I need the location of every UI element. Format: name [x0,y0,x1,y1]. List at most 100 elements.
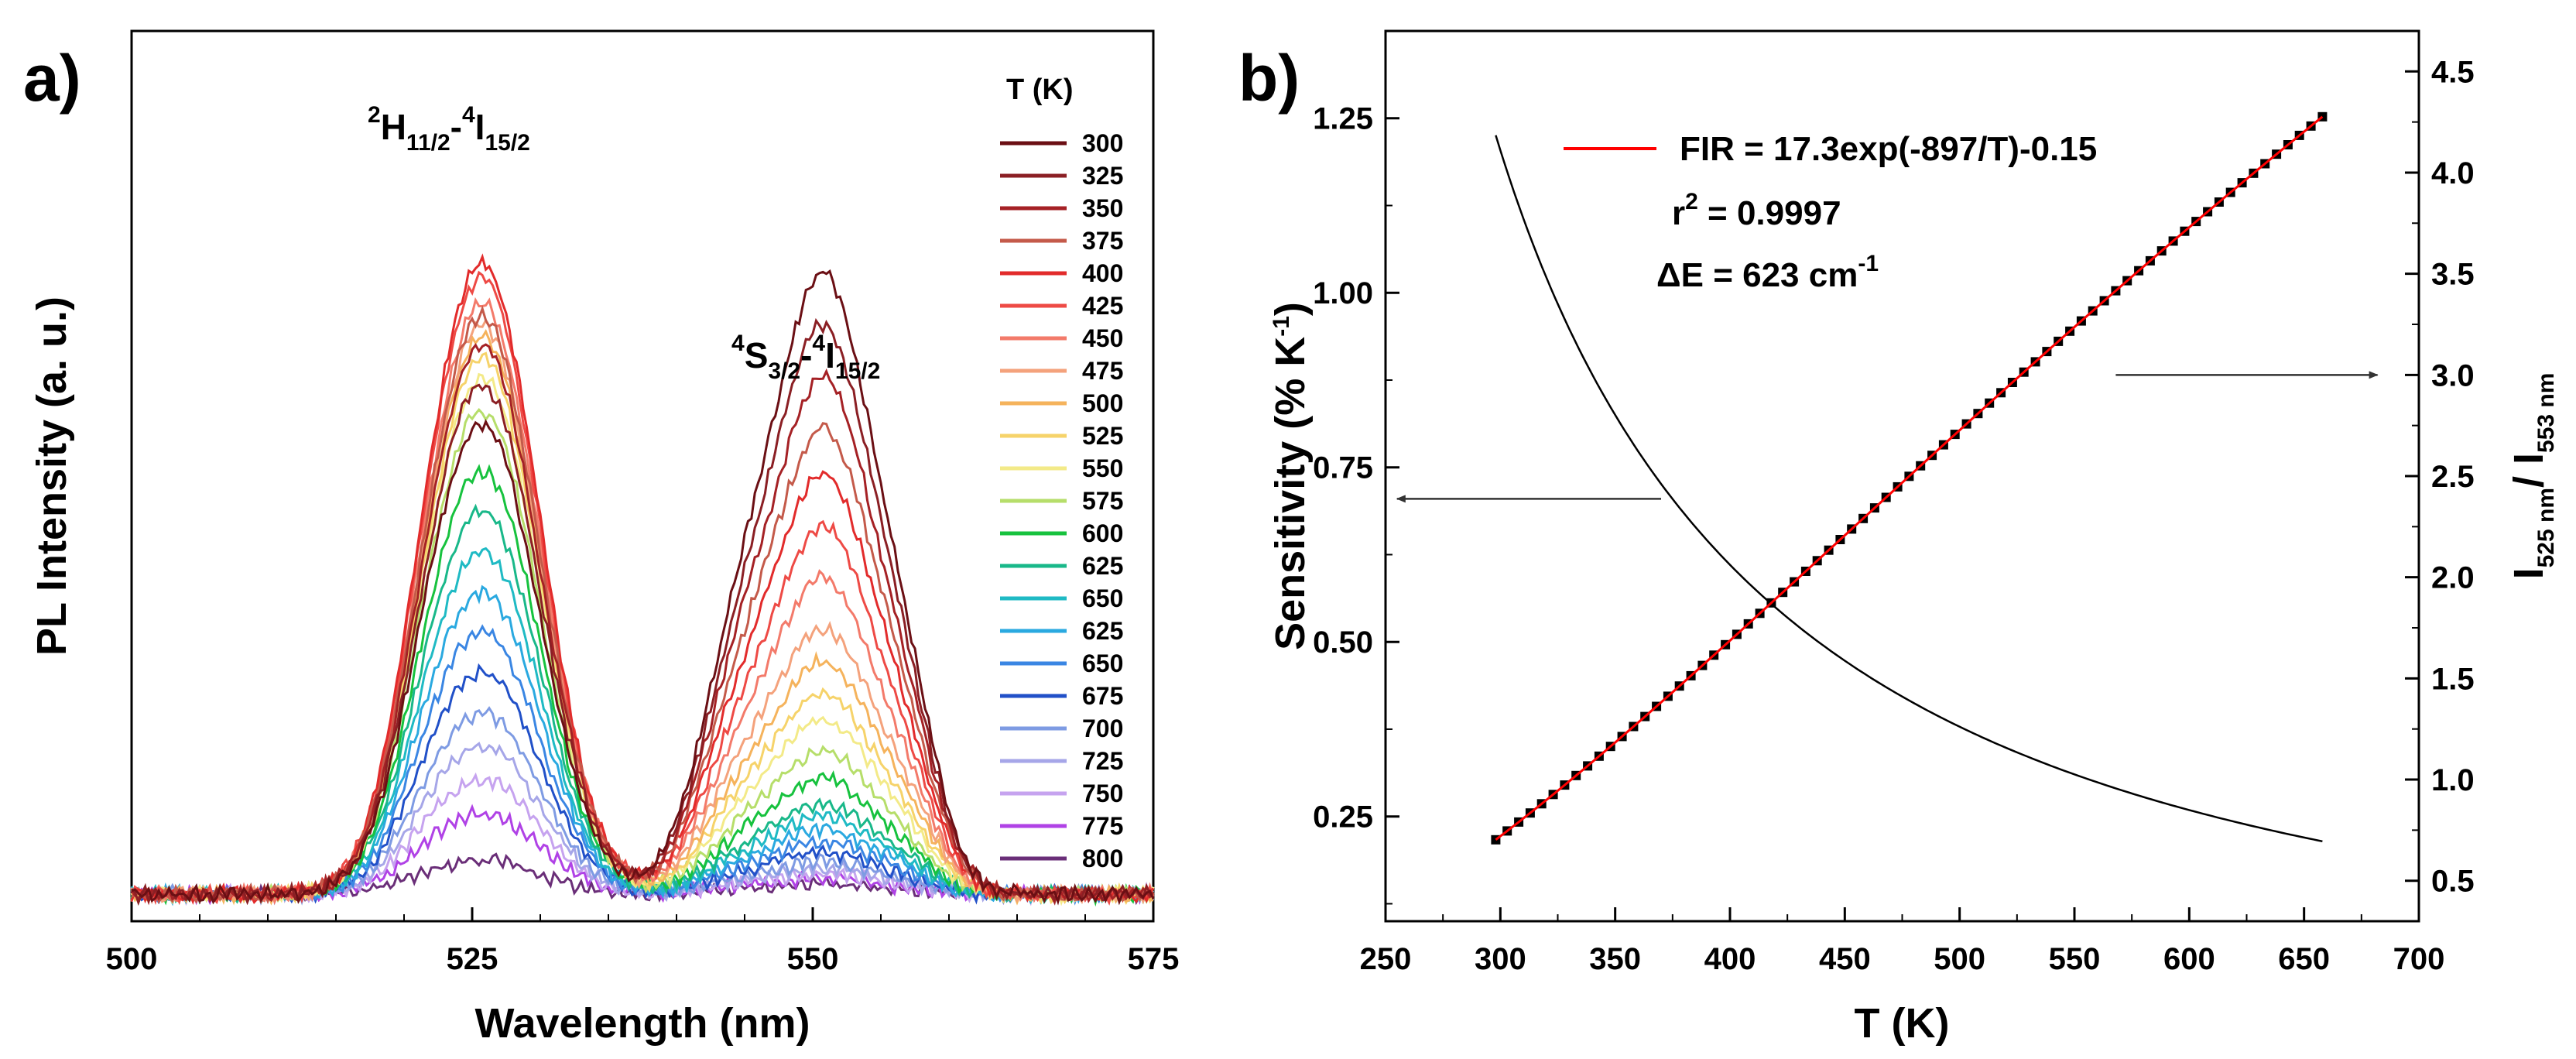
panel-b-y-axis-title: Sensitivity (% K-1) [1267,302,1314,650]
panel-b-y-axis-title-main: Sensitivity (% K [1267,337,1314,650]
panel-b-x-tick-label: 250 [1360,942,1412,976]
spectrum-300K [131,269,1155,906]
r-squared-sup: 2 [1685,189,1698,214]
panel-b-y-tick-label: 0.50 [1313,625,1373,660]
spectrum-675K [130,663,1154,905]
panel-a-frame [130,29,1155,923]
fir-data-markers [1491,111,2328,845]
annotation-s32-dash: - [800,335,812,375]
panel-b-x-tick-label: 550 [2049,942,2101,976]
panel-a-x-tick-label: 500 [106,942,158,976]
r-squared-base: r [1672,194,1685,232]
delta-e-annotation: ΔE = 623 cm-1 [1656,251,1879,294]
legend-entry-label: 600 [1082,519,1123,547]
annotation-h11-sup2: 4 [462,102,475,128]
panel-b-y2-tick-label: 4.5 [2431,55,2475,89]
panel-b-x-ticks: 250 300 350 400 450 500 550 600 650 700 [1360,907,2445,976]
spectrum-500K [130,328,1154,906]
legend-entry-label: 450 [1082,324,1123,352]
panel-b-y2-tick-label: 1.0 [2431,763,2475,797]
legend-entry-label: 475 [1082,357,1123,385]
legend-entry-label: 650 [1082,584,1123,612]
legend-entry-label: 525 [1082,422,1123,450]
panel-b-y2-tick-label: 2.0 [2431,561,2475,595]
panel-b-label: b) [1238,42,1300,115]
annotation-s32-sup1: 4 [731,331,745,356]
panel-a-legend: 300 325 350 375 400 425 450 475 500 525 550 575 600 6… [1000,129,1123,872]
legend-entry-label: 650 [1082,649,1123,677]
r-squared-value: = 0.9997 [1698,194,1841,232]
annotation-s32-sub1: 3/2 [768,358,800,384]
y2-title-mid: / I [2506,453,2552,488]
fir-fit-line [1495,115,2324,841]
panel-b-x-tick-label: 700 [2393,942,2445,976]
panel-b-x-tick-label: 400 [1704,942,1756,976]
panel-b-y-tick-label: 0.75 [1313,451,1373,485]
panel-b-y2-tick-label: 1.5 [2431,662,2475,696]
delta-e-sup: -1 [1858,251,1879,276]
sensitivity-curve [1495,135,2323,843]
spectrum-375K [131,305,1155,904]
legend-entry-label: 350 [1082,194,1123,222]
panel-a-chart: 500 525 550 575 Wavelength (nm) PL Intensit… [29,29,1180,1047]
y2-title-sub1: 525 nm [2533,488,2559,567]
annotation-h11-sub1: 11/2 [406,130,450,156]
legend-entry-label: 775 [1082,812,1123,840]
legend-entry-label: 625 [1082,552,1123,580]
panel-a-y-axis-title: PL Intensity (a. u.) [29,296,75,656]
r-squared-annotation: r2 = 0.9997 [1672,189,1841,232]
legend-title: T (K) [1006,74,1074,106]
annotation-s32-sup2: 4 [812,331,825,356]
panel-a-x-tick-label: 550 [787,942,839,976]
panel-b-y-axis-title-close: ) [1267,302,1314,316]
panel-b-y2-axis-title: I525 nm/ I553 nm [2506,373,2559,580]
legend-entry-label: 575 [1082,487,1123,515]
panel-a-curves [130,253,1155,907]
annotation-s32-base: S [745,335,769,375]
panel-a-label: a) [23,42,81,115]
annotation-s32-transition: 4S3/2-4I15/2 [731,331,880,384]
panel-b-y2-tick-label: 0.5 [2431,865,2475,899]
panel-b-y2-tick-label: 3.5 [2431,258,2475,292]
panel-a-x-ticks: 500 525 550 575 [106,907,1180,976]
spectrum-350K [130,343,1155,906]
legend-entry-label: 375 [1082,227,1123,255]
panel-b-y2-tick-label: 3.0 [2431,358,2475,392]
annotation-s32-base2: I [825,335,835,375]
legend-entry-label: 500 [1082,389,1123,417]
panel-a-x-tick-label: 575 [1128,942,1180,976]
spectrum-450K [130,296,1155,906]
legend-entry-label: 625 [1082,617,1123,645]
panel-a-x-axis-title: Wavelength (nm) [474,1000,810,1047]
panel-b-y-axis-title-sup: -1 [1269,316,1294,337]
legend-entry-label: 300 [1082,129,1123,157]
panel-b-y2-ticks: 0.5 1.0 1.5 2.0 2.5 3.0 3.5 4.0 4.5 [2405,55,2475,899]
delta-e-text: ΔE = 623 cm [1656,256,1858,294]
panel-b-y2-tick-label: 2.5 [2431,460,2475,494]
legend-entry-label: 700 [1082,715,1123,742]
panel-a-x-tick-label: 525 [447,942,498,976]
panel-b-x-axis-title: T (K) [1855,1000,1950,1047]
legend-entry-label: 400 [1082,259,1123,287]
panel-b-y-ticks: 0.25 0.50 0.75 1.00 1.25 [1313,102,1399,905]
panel-b-x-tick-label: 350 [1589,942,1641,976]
spectrum-650K [130,547,1155,905]
annotation-h11-base2: I [475,107,485,147]
legend-entry-label: 675 [1082,682,1123,710]
legend-entry-label: 750 [1082,780,1123,807]
legend-entry-label: 725 [1082,747,1123,775]
panel-b-y-tick-label: 0.25 [1313,800,1373,835]
annotation-h11-sup1: 2 [368,102,381,128]
legend-entry-label: 425 [1082,292,1123,320]
annotation-h11-base: H [381,107,406,147]
spectrum-325K [130,317,1155,906]
y2-title-sub2: 553 nm [2533,373,2559,453]
panel-b-chart: 250 300 350 400 450 500 550 600 650 700 0.250.500… [1267,29,2559,1047]
panel-b-y2-tick-label: 4.0 [2431,156,2475,190]
spectrum-550K [131,372,1155,906]
spectrum-650K [131,624,1154,906]
legend-entry-label: 325 [1082,162,1123,190]
legend-entry-label: 800 [1082,845,1123,872]
annotation-h11-dash: - [450,107,462,147]
